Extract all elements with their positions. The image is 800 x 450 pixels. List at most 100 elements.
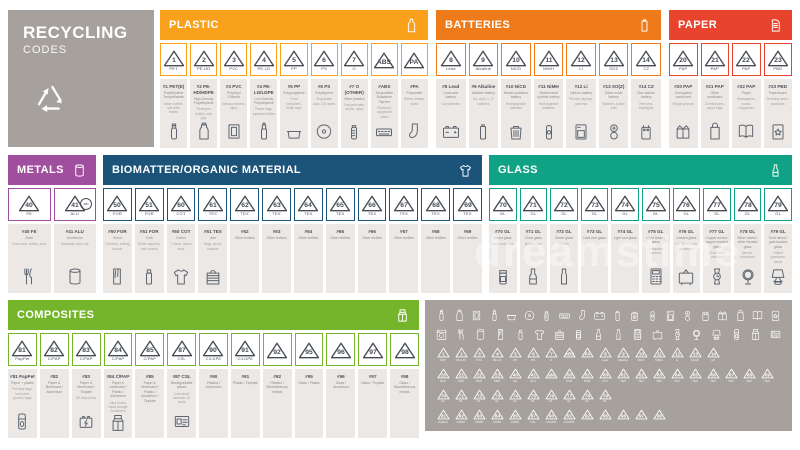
svg-text:90: 90 <box>549 414 554 419</box>
recycling-symbol: 98 <box>390 333 419 366</box>
recycling-symbol: 84 C/PAP <box>103 333 133 366</box>
recycling-symbol: 13 SOZ <box>598 43 629 76</box>
svg-text:97: 97 <box>369 349 377 356</box>
recycling-symbol: 91 C/LDPE <box>230 333 260 366</box>
svg-text:82: 82 <box>51 347 59 354</box>
material-column: #11 NiMH Nickel-metal hydride battery Re… <box>533 79 564 148</box>
svg-text:5: 5 <box>514 352 517 357</box>
card-icon <box>772 124 784 140</box>
recycling-symbol: 62 TEX <box>230 188 260 221</box>
material-name: Other textiles <box>362 236 383 240</box>
recycling-symbol: 79 GL <box>764 188 792 221</box>
material-examples: AA, AAA, C, D batteries <box>473 97 494 106</box>
recycling-symbol: 51 FOR <box>134 188 164 221</box>
svg-text:67: 67 <box>729 372 734 377</box>
svg-text:98: 98 <box>657 414 662 419</box>
svg-text:67: 67 <box>400 202 408 209</box>
material-code: #60 COT <box>171 229 191 234</box>
mini-recycling-symbol: 6 PS <box>525 347 541 362</box>
mini-recycling-symbol: 71 GL <box>453 389 469 404</box>
book-icon <box>739 124 754 138</box>
recycling-symbol: PA <box>400 43 428 76</box>
mini-recycling-symbol: 2 PE-HD <box>453 347 469 362</box>
recycling-symbol: 82 C/PAP <box>39 333 69 366</box>
material-examples: Polycarbonate, acrylic, nylon <box>343 102 365 112</box>
svg-text:10: 10 <box>512 57 520 64</box>
mini-recycling-symbol: 12 Li <box>669 347 685 362</box>
recycling-symbol: 81 PapPet <box>8 333 37 366</box>
material-name: Other textiles <box>425 236 446 240</box>
battery-bin-icon <box>631 311 639 321</box>
mini-recycling-symbol: 14 CZ <box>705 347 721 362</box>
symbol-abbr: C/PAP <box>111 355 125 361</box>
mini-recycling-symbol: 69 TEX <box>759 368 775 383</box>
battery-9v-icon <box>641 125 651 140</box>
material-column: #22 PAP Paper Newspapers, books, magazin… <box>732 79 761 148</box>
recycling-symbol: 11 NiMH <box>533 43 564 76</box>
tv-icon <box>679 269 694 286</box>
svg-text:5: 5 <box>292 57 296 64</box>
mini-recycling-symbol: 68 TEX <box>741 368 757 383</box>
mini-recycling-symbol: ABS <box>561 347 577 359</box>
column-row: #50 FOR Wood Furniture, cutting boards #… <box>103 224 482 293</box>
tshirt-icon <box>460 164 471 177</box>
svg-text:21: 21 <box>459 372 464 377</box>
material-name: Glass / Aluminium <box>332 381 349 390</box>
recycling-symbol: 70 GL <box>489 188 517 221</box>
mini-recycling-symbol: 20 PAP <box>435 368 451 383</box>
mini-recycling-symbol: 8 Lead <box>597 347 613 362</box>
mini-recycling-symbol: 1 PET <box>435 347 451 362</box>
section-composites: COMPOSITES 81 PapPet 82 C/PAP 83 C/PAP 8… <box>8 300 419 438</box>
material-code: #63 <box>272 229 281 234</box>
id-card-icon <box>770 331 781 339</box>
recycling-symbol: 60 COT <box>166 188 196 221</box>
material-examples: Car batteries <box>441 101 460 106</box>
svg-text:70: 70 <box>499 202 507 209</box>
section-metals: METALS 40 FE 41 ALU alu #40 FE Steel Foo… <box>8 155 96 293</box>
symbol-row: 8 Lead 9 Alkaline 10 NiCD 11 NiMH 12 Li <box>436 43 662 76</box>
material-column: #12 Li Lithium battery Phones, laptops, … <box>566 79 596 148</box>
symbol-row: 70 GL 71 GL 72 GL 73 GL 74 GL 75 <box>489 188 792 221</box>
material-code: #7 O (OTHER) <box>344 84 364 95</box>
svg-text:96: 96 <box>621 414 626 419</box>
svg-text:81: 81 <box>441 414 446 419</box>
svg-text:74: 74 <box>513 393 518 398</box>
calculator-icon <box>634 329 642 340</box>
cork-icon <box>518 330 523 340</box>
symbol-abbr: COT <box>176 210 186 216</box>
section-title: METALS <box>17 164 64 176</box>
material-code: #69 <box>463 229 472 234</box>
material-code: #71 GL <box>525 229 542 234</box>
svg-text:7: 7 <box>550 352 553 357</box>
symbol-abbr: O <box>352 65 356 71</box>
symbol-abbr: TEX <box>272 210 281 216</box>
mini-recycling-symbol: 91 C/LDPE <box>561 409 577 424</box>
svg-text:7: 7 <box>352 57 356 64</box>
material-name: Aluminium <box>66 236 83 240</box>
symbol-abbr: PVC <box>229 65 239 71</box>
material-code: #20 PAP <box>674 84 693 89</box>
material-code: #ABS <box>378 84 391 89</box>
recycling-symbol: 85 C/PAP <box>135 333 165 366</box>
water-bottle-icon <box>170 123 177 140</box>
vial-icon <box>616 329 621 340</box>
lamp-icon <box>771 269 785 285</box>
material-code: #22 PAP <box>737 84 756 89</box>
svg-text:41: 41 <box>531 372 536 377</box>
disc-icon <box>524 310 535 321</box>
svg-text:alu: alu <box>548 372 555 377</box>
mini-recycling-symbol: 92 <box>579 409 595 421</box>
material-code: #62 <box>240 229 249 234</box>
symbol-abbr: GL <box>714 210 720 216</box>
material-name: Other textiles <box>393 236 414 240</box>
material-code: #84 C/PAP <box>106 374 130 379</box>
material-code: #50 FOR <box>108 229 127 234</box>
svg-text:82: 82 <box>459 414 464 419</box>
material-code: #83 <box>82 374 90 379</box>
card-icon <box>771 310 780 321</box>
carton-icon <box>398 308 407 322</box>
material-column: #2 PE-HD/HDPE High-Density Polyethylene … <box>190 79 218 148</box>
symbol-abbr: TEX <box>367 210 377 216</box>
svg-text:90: 90 <box>210 347 218 354</box>
material-code: #76 GL <box>678 229 695 234</box>
